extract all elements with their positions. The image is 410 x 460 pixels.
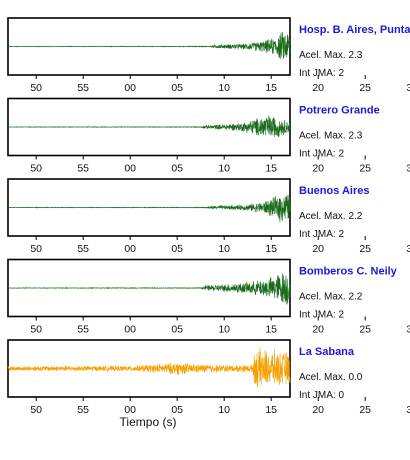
max-acceleration: Acel. Max. 0.0 <box>299 372 363 383</box>
x-tick-label: 00 <box>124 82 136 94</box>
jma-intensity: Int JMA: 2 <box>299 149 344 160</box>
x-tick-label: 20 <box>312 404 324 416</box>
station-name: Buenos Aires <box>299 185 370 197</box>
max-acceleration: Acel. Max. 2.3 <box>299 50 363 61</box>
x-tick-label: 30 <box>406 324 410 336</box>
station-name: Bomberos C. Neily <box>299 266 398 278</box>
x-tick-label: 30 <box>406 243 410 255</box>
station-name: La Sabana <box>299 346 355 358</box>
x-tick-label: 20 <box>312 324 324 336</box>
jma-intensity: Int JMA: 2 <box>299 68 344 79</box>
x-tick-label: 05 <box>171 82 183 94</box>
jma-intensity: Int JMA: 2 <box>299 229 344 240</box>
x-tick-label: 10 <box>218 82 230 94</box>
panel-2: 505500051015202530354045Buenos AiresAcel… <box>7 178 410 255</box>
x-tick-label: 00 <box>124 243 136 255</box>
x-tick-label: 30 <box>406 404 410 416</box>
panel-1: 505500051015202530354045Potrero GrandeAc… <box>7 97 410 175</box>
x-tick-label: 15 <box>265 324 277 336</box>
x-tick-label: 10 <box>218 163 230 175</box>
x-tick-label: 05 <box>171 163 183 175</box>
x-tick-label: 30 <box>406 82 410 94</box>
x-tick-label: 25 <box>359 324 371 336</box>
x-tick-label: 25 <box>359 404 371 416</box>
waveform-line <box>7 115 291 137</box>
waveform-line <box>7 347 291 388</box>
station-name: Hosp. B. Aires, Puntare <box>299 24 410 36</box>
x-tick-label: 50 <box>30 404 42 416</box>
x-tick-label: 15 <box>265 243 277 255</box>
jma-intensity: Int JMA: 0 <box>299 390 344 401</box>
x-tick-label: 00 <box>124 404 136 416</box>
x-axis-label: Tiempo (s) <box>120 415 177 429</box>
x-tick-label: 55 <box>77 324 89 336</box>
x-tick-label: 50 <box>30 243 42 255</box>
x-tick-label: 15 <box>265 82 277 94</box>
station-name: Potrero Grande <box>299 105 380 117</box>
x-tick-label: 05 <box>171 243 183 255</box>
max-acceleration: Acel. Max. 2.2 <box>299 292 363 303</box>
x-tick-label: 25 <box>359 82 371 94</box>
x-tick-label: 15 <box>265 163 277 175</box>
x-tick-label: 05 <box>171 324 183 336</box>
x-tick-label: 55 <box>77 82 89 94</box>
panel-0: 505500051015202530354045Hosp. B. Aires, … <box>7 17 410 94</box>
x-tick-label: 10 <box>218 243 230 255</box>
x-tick-label: 55 <box>77 163 89 175</box>
x-tick-label: 10 <box>218 404 230 416</box>
x-tick-label: 00 <box>124 324 136 336</box>
x-tick-label: 00 <box>124 163 136 175</box>
waveform-line <box>7 31 291 60</box>
x-tick-label: 25 <box>359 163 371 175</box>
max-acceleration: Acel. Max. 2.3 <box>299 131 363 142</box>
x-tick-label: 25 <box>359 243 371 255</box>
x-tick-label: 05 <box>171 404 183 416</box>
max-acceleration: Acel. Max. 2.2 <box>299 211 363 222</box>
x-tick-label: 20 <box>312 163 324 175</box>
x-tick-label: 20 <box>312 82 324 94</box>
x-tick-label: 55 <box>77 243 89 255</box>
x-tick-label: 20 <box>312 243 324 255</box>
x-tick-label: 10 <box>218 324 230 336</box>
panel-3: 505500051015202530354045Bomberos C. Neil… <box>7 258 410 336</box>
x-tick-label: 30 <box>406 163 410 175</box>
x-tick-label: 55 <box>77 404 89 416</box>
panels-group: 505500051015202530354045Hosp. B. Aires, … <box>7 17 410 416</box>
waveform-line <box>7 195 291 223</box>
x-tick-label: 50 <box>30 324 42 336</box>
x-tick-label: 50 <box>30 82 42 94</box>
x-tick-label: 15 <box>265 404 277 416</box>
x-tick-label: 50 <box>30 163 42 175</box>
waveform-line <box>7 272 291 305</box>
jma-intensity: Int JMA: 2 <box>299 310 344 321</box>
